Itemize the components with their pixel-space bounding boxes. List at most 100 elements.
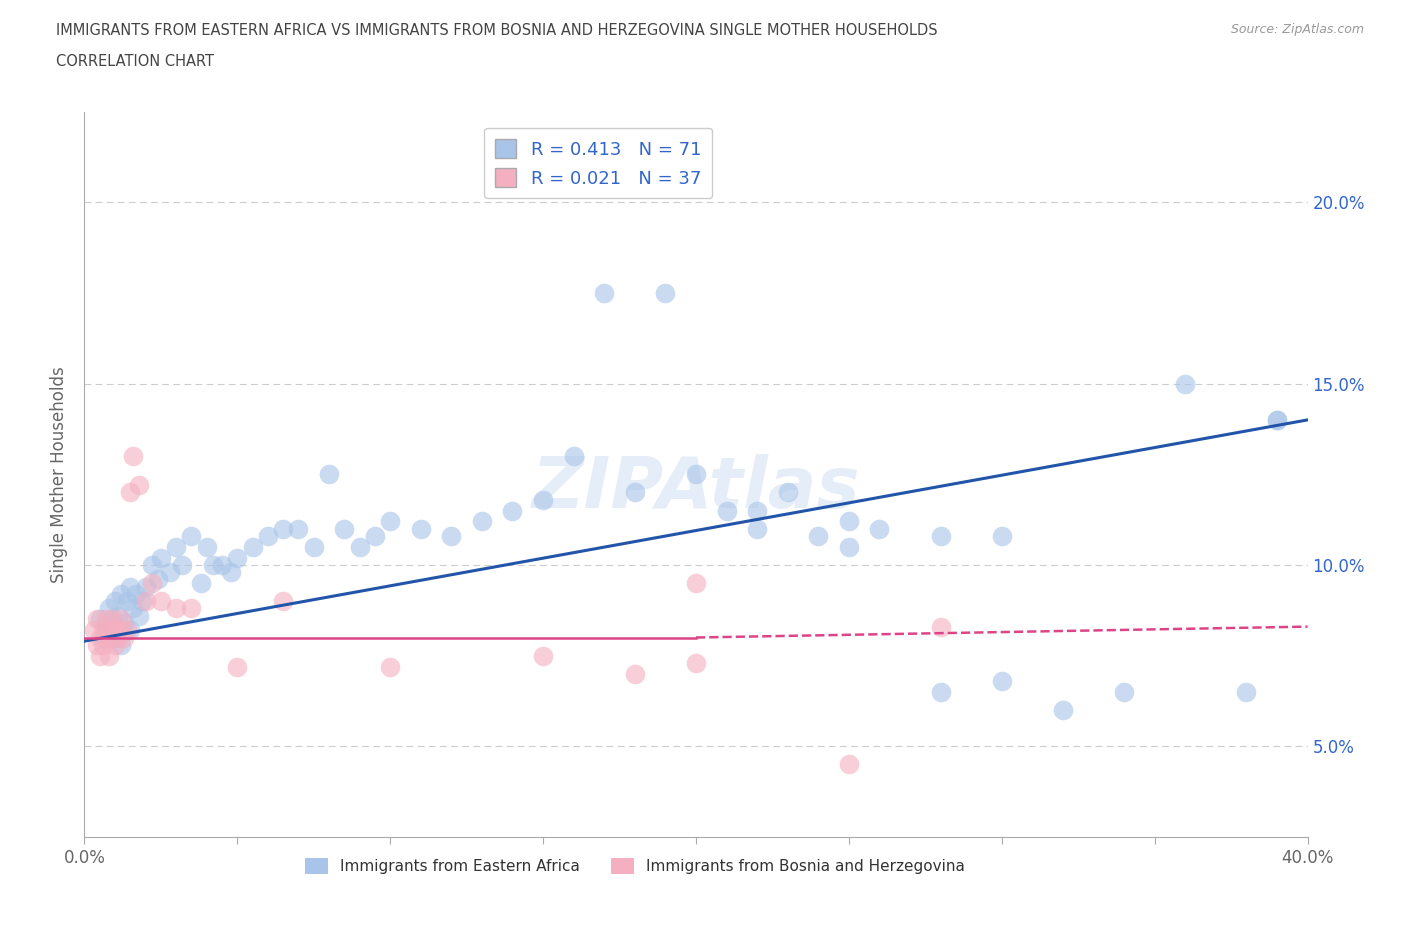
- Point: [1265, 413, 1288, 428]
- Point: [135, 579, 157, 594]
- Point: [180, 528, 202, 543]
- Point: [929, 619, 952, 634]
- Point: [318, 467, 340, 482]
- Point: [991, 673, 1014, 688]
- Point: [654, 286, 676, 300]
- Point: [165, 539, 187, 554]
- Point: [120, 623, 142, 638]
- Point: [141, 558, 163, 573]
- Point: [593, 286, 616, 300]
- Point: [112, 616, 135, 631]
- Point: [91, 637, 114, 652]
- Point: [685, 467, 707, 482]
- Point: [211, 558, 233, 573]
- Point: [122, 601, 145, 616]
- Text: Source: ZipAtlas.com: Source: ZipAtlas.com: [1230, 23, 1364, 36]
- Point: [94, 612, 117, 627]
- Point: [1114, 684, 1136, 699]
- Point: [195, 539, 218, 554]
- Point: [685, 656, 707, 671]
- Point: [97, 601, 120, 616]
- Point: [257, 528, 280, 543]
- Point: [471, 514, 494, 529]
- Point: [86, 637, 108, 652]
- Point: [120, 485, 142, 500]
- Point: [172, 558, 194, 573]
- Point: [94, 619, 117, 634]
- Point: [226, 659, 249, 674]
- Point: [115, 594, 138, 609]
- Point: [201, 558, 224, 573]
- Point: [91, 631, 114, 645]
- Legend: Immigrants from Eastern Africa, Immigrants from Bosnia and Herzegovina: Immigrants from Eastern Africa, Immigran…: [299, 852, 970, 880]
- Point: [929, 684, 952, 699]
- Point: [1236, 684, 1258, 699]
- Point: [685, 576, 707, 591]
- Point: [101, 631, 124, 645]
- Point: [807, 528, 830, 543]
- Y-axis label: Single Mother Households: Single Mother Households: [51, 365, 69, 583]
- Point: [440, 528, 463, 543]
- Point: [287, 521, 309, 536]
- Point: [104, 637, 127, 652]
- Point: [380, 514, 402, 529]
- Point: [120, 579, 142, 594]
- Point: [107, 608, 129, 623]
- Point: [349, 539, 371, 554]
- Point: [219, 565, 242, 579]
- Point: [991, 528, 1014, 543]
- Point: [1265, 413, 1288, 428]
- Point: [101, 612, 124, 627]
- Point: [141, 576, 163, 591]
- Point: [94, 631, 117, 645]
- Point: [838, 757, 860, 772]
- Point: [131, 594, 153, 609]
- Point: [146, 572, 169, 587]
- Point: [97, 623, 120, 638]
- Point: [333, 521, 356, 536]
- Point: [104, 623, 127, 638]
- Point: [302, 539, 325, 554]
- Point: [271, 521, 294, 536]
- Point: [271, 594, 294, 609]
- Point: [128, 608, 150, 623]
- Point: [1174, 377, 1197, 392]
- Point: [91, 623, 114, 638]
- Point: [89, 648, 111, 663]
- Point: [364, 528, 387, 543]
- Point: [776, 485, 799, 500]
- Point: [716, 503, 738, 518]
- Point: [110, 612, 132, 627]
- Text: CORRELATION CHART: CORRELATION CHART: [56, 54, 214, 69]
- Point: [122, 449, 145, 464]
- Point: [838, 539, 860, 554]
- Point: [531, 492, 554, 507]
- Point: [112, 631, 135, 645]
- Point: [226, 551, 249, 565]
- Point: [101, 612, 124, 627]
- Point: [624, 666, 647, 681]
- Point: [242, 539, 264, 554]
- Point: [165, 601, 187, 616]
- Text: ZIPAtlas: ZIPAtlas: [531, 455, 860, 524]
- Point: [190, 576, 212, 591]
- Point: [110, 587, 132, 602]
- Point: [1052, 703, 1074, 718]
- Point: [115, 623, 138, 638]
- Point: [502, 503, 524, 518]
- Point: [838, 514, 860, 529]
- Point: [149, 551, 172, 565]
- Point: [562, 449, 585, 464]
- Point: [531, 648, 554, 663]
- Point: [110, 623, 132, 638]
- Point: [869, 521, 891, 536]
- Point: [929, 528, 952, 543]
- Point: [747, 521, 769, 536]
- Point: [83, 623, 105, 638]
- Point: [149, 594, 172, 609]
- Text: IMMIGRANTS FROM EASTERN AFRICA VS IMMIGRANTS FROM BOSNIA AND HERZEGOVINA SINGLE : IMMIGRANTS FROM EASTERN AFRICA VS IMMIGR…: [56, 23, 938, 38]
- Point: [89, 631, 111, 645]
- Point: [97, 648, 120, 663]
- Point: [104, 594, 127, 609]
- Point: [624, 485, 647, 500]
